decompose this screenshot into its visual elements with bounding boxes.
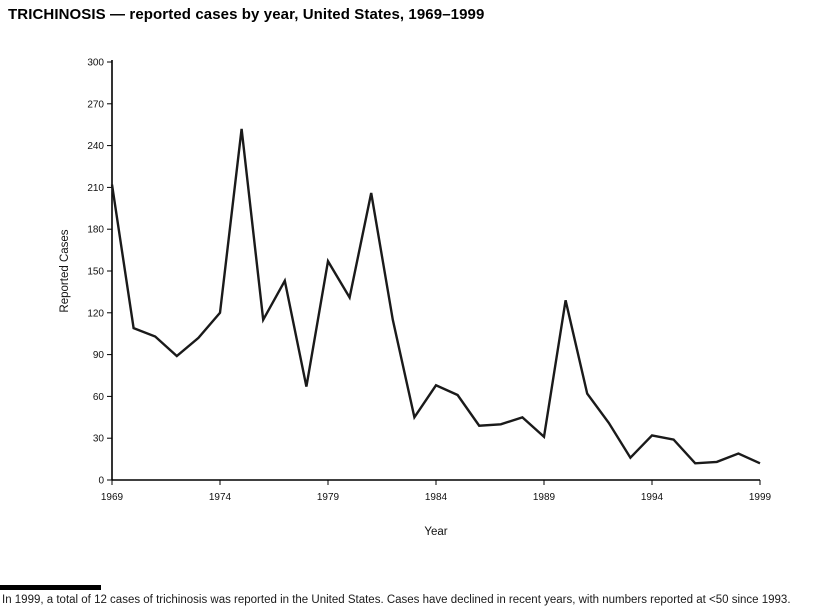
y-tick-label: 270 xyxy=(87,99,104,110)
line-chart-svg: 0 30 60 90 120 150 180 210 240 270 300 1969 1974 1979… xyxy=(59,58,772,539)
y-tick-label: 210 xyxy=(87,183,104,194)
x-tick-label: 1994 xyxy=(641,492,664,503)
line-chart: 0 30 60 90 120 150 180 210 240 270 300 1969 1974 1979… xyxy=(59,58,772,539)
footnote-text: In 1999, a total of 12 cases of trichino… xyxy=(2,594,791,606)
x-tick-label: 1979 xyxy=(317,492,340,503)
page-title: TRICHINOSIS — reported cases by year, Un… xyxy=(8,6,485,23)
y-tick-label: 120 xyxy=(87,308,104,319)
y-tick-label: 0 xyxy=(98,476,104,487)
footnote-divider-bar xyxy=(0,585,101,590)
y-tick-label: 150 xyxy=(87,267,104,278)
y-tick-label: 300 xyxy=(87,58,104,69)
y-tick-label: 90 xyxy=(93,350,105,361)
x-tick-label: 1989 xyxy=(533,492,556,503)
y-tick-label: 30 xyxy=(93,434,105,445)
x-tick-label: 1999 xyxy=(749,492,772,503)
x-tick-label: 1969 xyxy=(101,492,124,503)
x-axis-title: Year xyxy=(424,526,447,538)
y-tick-label: 240 xyxy=(87,141,104,152)
y-tick-label: 60 xyxy=(93,392,105,403)
y-axis-title: Reported Cases xyxy=(59,229,71,312)
x-tick-label: 1984 xyxy=(425,492,448,503)
x-tick-label: 1974 xyxy=(209,492,232,503)
y-tick-label: 180 xyxy=(87,225,104,236)
data-series-line xyxy=(110,128,761,465)
